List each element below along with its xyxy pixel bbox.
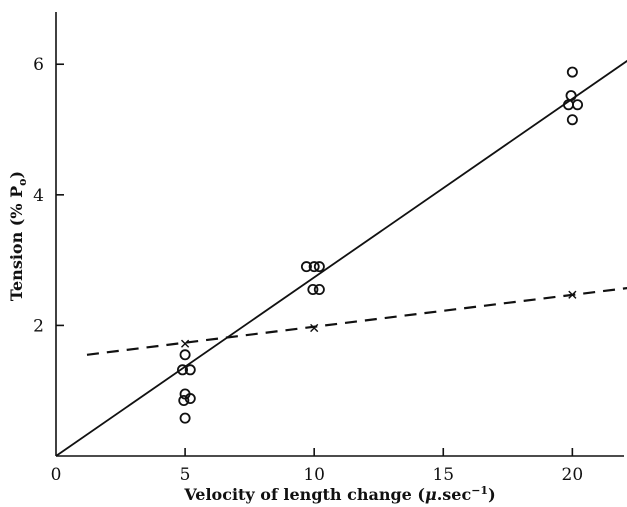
y-tick-label: 2	[33, 316, 44, 336]
circle-point	[566, 114, 578, 126]
x-tick-label: 0	[51, 465, 62, 485]
circle-point	[184, 393, 196, 405]
y-tick-label: 6	[33, 55, 44, 75]
y-axis-title: Tension (% Po)	[7, 171, 29, 301]
cross-point	[310, 323, 319, 333]
data-points	[177, 66, 584, 424]
ticks: 0 5 10 15 20 2 4 6	[33, 55, 583, 485]
axes	[55, 12, 624, 457]
circle-point	[178, 394, 190, 406]
circle-point	[179, 349, 191, 361]
circle-point	[572, 99, 584, 111]
circle-point	[184, 364, 196, 376]
x-tick-label: 20	[562, 465, 584, 485]
x-tick-label: 5	[180, 465, 191, 485]
dashed-fit-line	[86, 287, 627, 356]
solid-fit-line	[55, 59, 627, 457]
circle-point	[308, 261, 320, 273]
circle-point	[179, 412, 191, 424]
circle-point	[300, 261, 312, 273]
circle-point	[313, 261, 325, 273]
cross-point	[180, 339, 190, 348]
y-tick-label: 4	[33, 186, 44, 206]
cross-point	[568, 290, 577, 299]
circle-point	[177, 364, 189, 376]
x-axis-title-exponent: −1	[471, 484, 488, 497]
x-tick-label: 15	[432, 465, 454, 485]
circle-point	[313, 283, 325, 295]
circle-point	[566, 66, 578, 78]
x-axis-title: Velocity of length change (μ.sec−1)	[183, 484, 495, 504]
y-axis-title-subscript: o	[16, 179, 29, 186]
x-tick-label: 10	[303, 465, 325, 485]
x-axis-title-mu: μ	[425, 485, 437, 504]
circle-point	[307, 283, 319, 295]
fit-lines	[55, 59, 627, 457]
